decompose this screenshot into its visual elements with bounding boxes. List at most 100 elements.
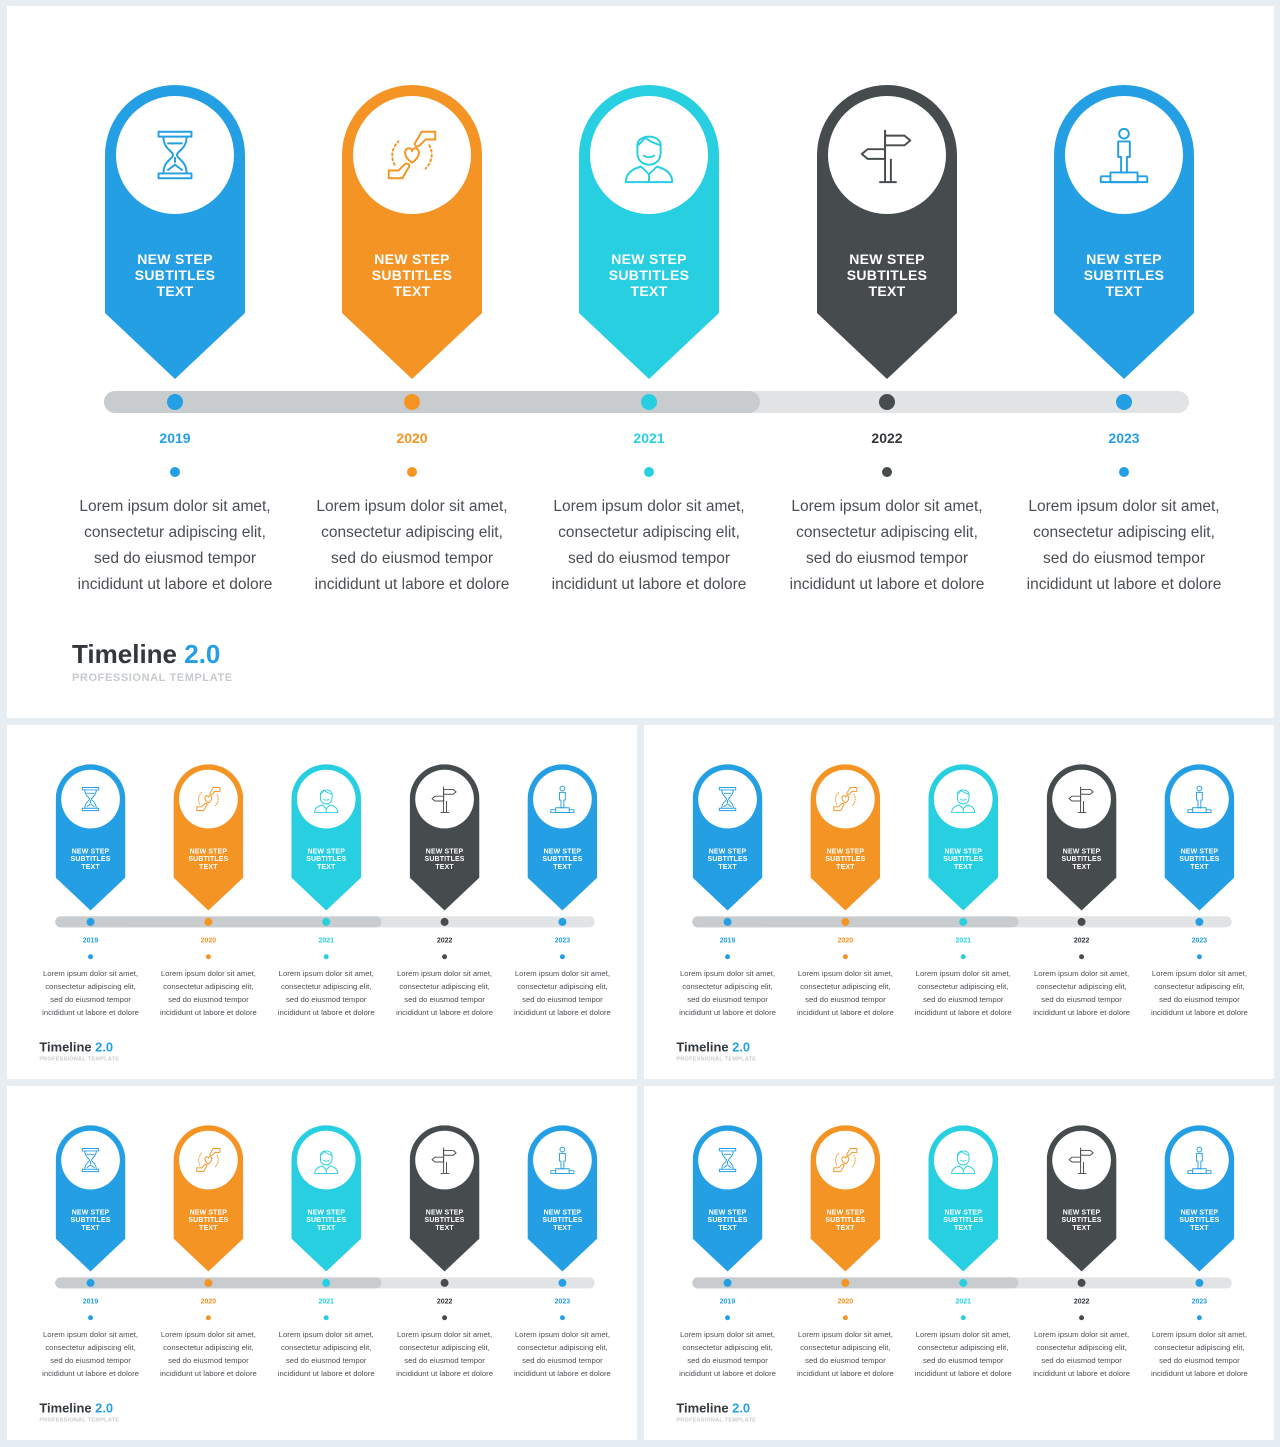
step-title: NEW STEP SUBTITLES TEXT <box>825 846 866 871</box>
hands-heart-icon <box>196 1148 221 1173</box>
icon-badge <box>933 769 993 829</box>
podium-person-icon <box>1187 1146 1212 1175</box>
timeline-progress <box>104 391 760 413</box>
timeline-progress <box>692 916 1019 928</box>
icon-badge <box>296 769 356 829</box>
icon-badge <box>61 769 120 829</box>
icon-badge <box>61 1130 120 1190</box>
hourglass-icon <box>157 130 193 180</box>
year-label-2: 2020 <box>396 430 428 446</box>
step-title: NEW STEP SUBTITLES TEXT <box>134 251 216 299</box>
year-label-5: 2023 <box>554 1296 571 1305</box>
step-title: NEW STEP SUBTITLES TEXT <box>608 251 690 299</box>
slide-content: NEW STEP SUBTITLES TEXT NEW STEP SUBTITLES T… <box>7 1086 637 1440</box>
brand-block: Timeline 2.0 PROFESSIONAL TEMPLATE <box>72 638 233 684</box>
step-description-3: Lorem ipsum dolor sit amet, consectetur a… <box>914 1330 1012 1378</box>
bullet-dot-2 <box>205 1315 211 1321</box>
year-label-5: 2023 <box>1191 1296 1208 1305</box>
slide-content: NEW STEP SUBTITLES TEXT NEW STEP SUBTITLES T… <box>644 1086 1274 1440</box>
bullet-dot-1 <box>725 954 731 960</box>
track-dot-1 <box>723 917 732 926</box>
bullet-dot-2 <box>842 1315 848 1321</box>
step-title: NEW STEP SUBTITLES TEXT <box>542 846 583 871</box>
bullet-dot-2 <box>842 954 848 960</box>
bullet-dot-4 <box>1079 1315 1085 1321</box>
track-dot-4 <box>1077 1278 1086 1287</box>
step-description-1: Lorem ipsum dolor sit amet, consectetur a… <box>679 1330 776 1378</box>
icon-badge <box>1170 769 1229 829</box>
step-description-3: Lorem ipsum dolor sit amet, consectetur a… <box>277 969 375 1017</box>
track-dot-1 <box>723 1278 732 1287</box>
step-description-5: Lorem ipsum dolor sit amet, consectetur a… <box>1150 1330 1248 1378</box>
hourglass-icon <box>81 787 100 812</box>
slide-content: NEW STEP SUBTITLES TEXT NEW STEP SUBTITLES T… <box>7 6 1274 718</box>
year-label-4: 2022 <box>436 1296 453 1305</box>
signpost-icon <box>1068 786 1094 814</box>
bullet-dot-3 <box>960 954 966 960</box>
bullet-dot-1 <box>88 1315 94 1321</box>
icon-badge <box>698 1130 757 1190</box>
bullet-dot-5 <box>1196 1315 1202 1321</box>
year-label-1: 2019 <box>159 430 191 446</box>
slide-thumb-4: NEW STEP SUBTITLES TEXT NEW STEP SUBTITLES T… <box>644 1086 1274 1440</box>
year-label-2: 2020 <box>837 1296 854 1305</box>
bullet-dot-4 <box>442 954 448 960</box>
track-dot-3 <box>322 917 331 926</box>
icon-badge <box>816 1130 875 1190</box>
icon-badge <box>415 769 474 829</box>
icon-badge <box>933 1130 993 1190</box>
hourglass-icon <box>718 787 737 812</box>
year-label-2: 2020 <box>200 1296 217 1305</box>
brand-version: 2.0 <box>732 1039 751 1055</box>
signpost-icon <box>431 786 457 814</box>
bullet-dot-4 <box>442 1315 448 1321</box>
brand-subtitle: PROFESSIONAL TEMPLATE <box>39 1417 120 1424</box>
signpost-icon <box>1068 1147 1094 1175</box>
brand-subtitle: PROFESSIONAL TEMPLATE <box>676 1417 757 1424</box>
icon-badge <box>828 96 946 214</box>
step-description-4: Lorem ipsum dolor sit amet, consectetur a… <box>396 1330 493 1378</box>
track-dot-2 <box>841 1278 850 1287</box>
icon-badge <box>296 1130 356 1190</box>
step-description-2: Lorem ipsum dolor sit amet, consectetur a… <box>314 498 510 593</box>
bullet-dot-1 <box>170 467 180 477</box>
timeline-progress <box>692 1277 1019 1289</box>
brand-subtitle: PROFESSIONAL TEMPLATE <box>72 672 233 684</box>
brand-block: Timeline 2.0 PROFESSIONAL TEMPLATE <box>39 1400 119 1423</box>
brand-title: Timeline 2.0 <box>72 639 221 669</box>
step-description-1: Lorem ipsum dolor sit amet, consectetur a… <box>42 1330 139 1378</box>
track-dot-5 <box>558 1278 567 1287</box>
step-description-2: Lorem ipsum dolor sit amet, consectetur a… <box>796 969 894 1017</box>
brand-version: 2.0 <box>732 1400 751 1416</box>
track-dot-2 <box>404 394 420 410</box>
icon-badge <box>353 96 471 214</box>
slide-main: NEW STEP SUBTITLES TEXT NEW STEP SUBTITLES T… <box>7 6 1274 718</box>
year-label-1: 2019 <box>719 1296 736 1305</box>
brand-version: 2.0 <box>95 1400 114 1416</box>
step-title: NEW STEP SUBTITLES TEXT <box>943 846 984 871</box>
step-description-1: Lorem ipsum dolor sit amet, consectetur a… <box>679 969 776 1017</box>
bullet-dot-3 <box>960 1315 966 1321</box>
step-description-4: Lorem ipsum dolor sit amet, consectetur a… <box>789 498 985 593</box>
bullet-dot-3 <box>323 954 329 960</box>
brand-title: Timeline 2.0 <box>39 1400 114 1416</box>
bullet-dot-1 <box>88 954 94 960</box>
year-label-4: 2022 <box>871 430 903 446</box>
brand-subtitle: PROFESSIONAL TEMPLATE <box>39 1056 120 1063</box>
bullet-dot-3 <box>323 1315 329 1321</box>
person-icon <box>314 1150 339 1175</box>
year-label-5: 2023 <box>554 935 571 944</box>
podium-person-icon <box>1187 785 1212 814</box>
year-label-5: 2023 <box>1108 430 1140 446</box>
bullet-dot-3 <box>644 467 654 477</box>
step-title: NEW STEP SUBTITLES TEXT <box>943 1207 984 1232</box>
year-label-4: 2022 <box>436 935 453 944</box>
podium-person-icon <box>550 1146 575 1175</box>
track-dot-4 <box>440 1278 449 1287</box>
slide-thumb-1: NEW STEP SUBTITLES TEXT NEW STEP SUBTITLES T… <box>7 725 637 1079</box>
step-title: NEW STEP SUBTITLES TEXT <box>188 846 229 871</box>
icon-badge <box>1170 1130 1229 1190</box>
step-title: NEW STEP SUBTITLES TEXT <box>424 846 465 871</box>
track-dot-5 <box>1195 917 1204 926</box>
step-description-2: Lorem ipsum dolor sit amet, consectetur a… <box>159 969 257 1017</box>
